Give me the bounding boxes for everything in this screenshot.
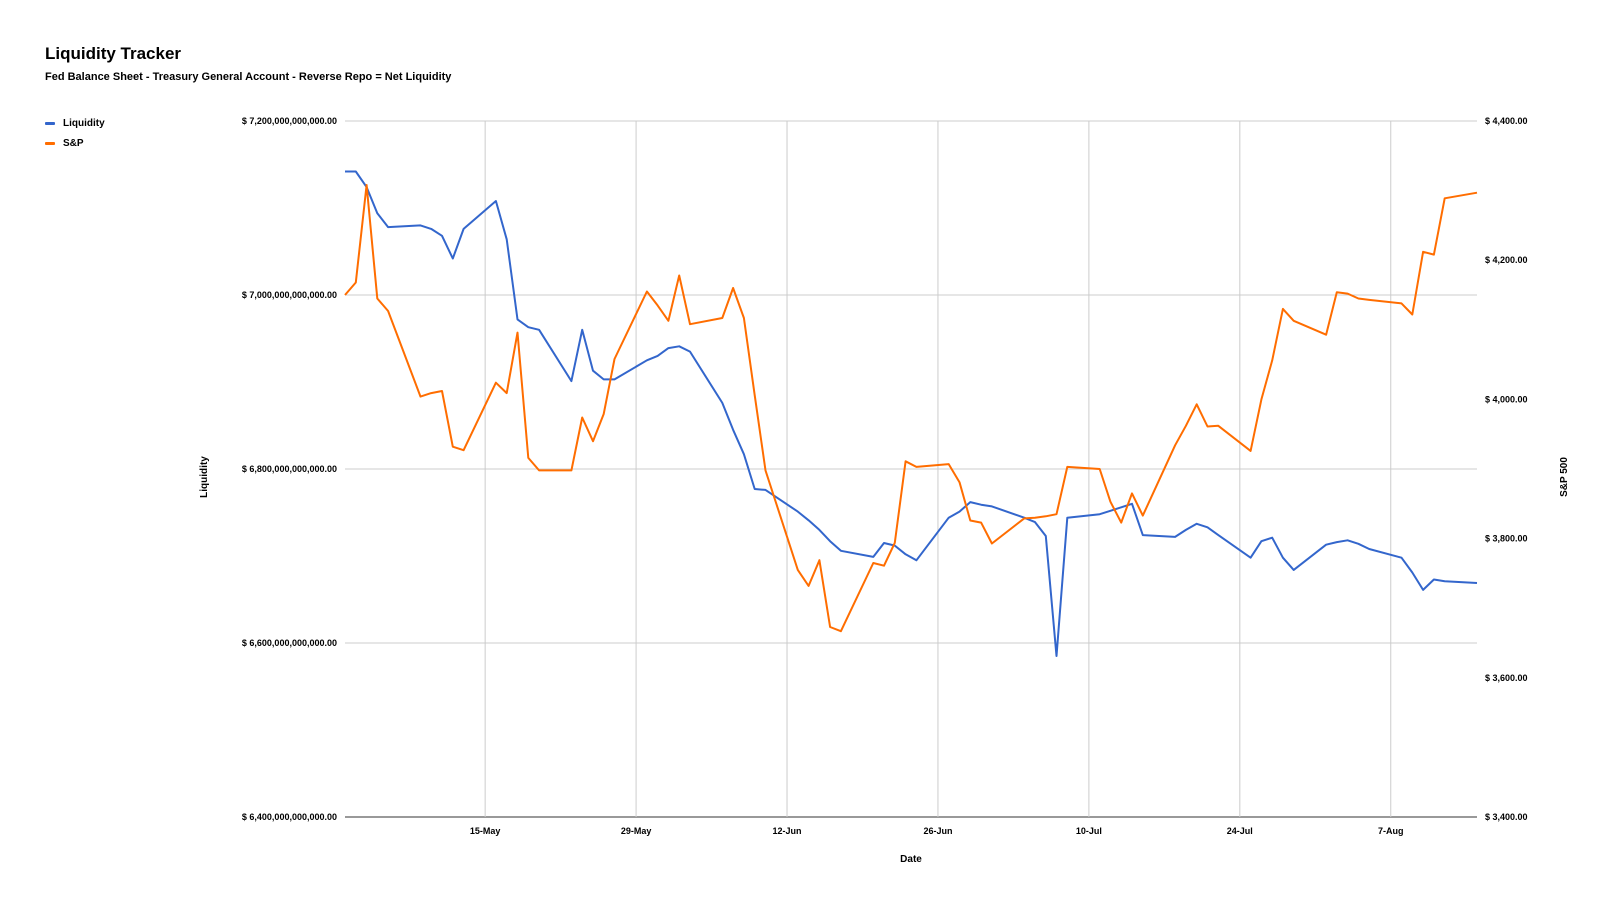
chart-subtitle: Fed Balance Sheet - Treasury General Acc…: [45, 71, 452, 83]
right-axis-label: S&P 500: [1559, 457, 1570, 497]
series-line-liquidity: [345, 170, 1478, 657]
gridlines: [345, 120, 1477, 818]
left-tick-label: $ 6,800,000,000,000.00: [242, 464, 337, 474]
legend-label-sp: S&P: [63, 137, 84, 149]
series-lines: [344, 170, 1478, 657]
x-axis-ticks: 15-May 29-May 12-Jun 26-Jun 10-Jul 24-Jul 7-Au…: [470, 826, 1404, 836]
right-tick-label: $ 4,200.00: [1485, 255, 1528, 265]
x-tick-label: 24-Jul: [1227, 826, 1253, 836]
x-tick-label: 29-May: [621, 826, 652, 836]
right-tick-label: $ 4,400.00: [1485, 116, 1528, 126]
legend-label-liquidity: Liquidity: [63, 117, 105, 129]
legend-item-sp[interactable]: S&P: [45, 133, 105, 153]
right-tick-label: $ 4,000.00: [1485, 394, 1528, 404]
x-tick-label: 26-Jun: [923, 826, 952, 836]
x-tick-label: 12-Jun: [773, 826, 802, 836]
legend-swatch-sp: [45, 141, 55, 145]
left-tick-label: $ 7,000,000,000,000.00: [242, 290, 337, 300]
x-tick-label: 10-Jul: [1076, 826, 1102, 836]
legend-swatch-liquidity: [45, 121, 55, 125]
left-tick-label: $ 6,400,000,000,000.00: [242, 812, 337, 822]
right-tick-label: $ 3,800.00: [1485, 534, 1528, 544]
chart-title: Liquidity Tracker: [45, 44, 182, 63]
x-axis-label: Date: [900, 854, 922, 865]
legend: Liquidity S&P: [45, 113, 105, 153]
left-tick-label: $ 7,200,000,000,000.00: [242, 116, 337, 126]
left-tick-label: $ 6,600,000,000,000.00: [242, 638, 337, 648]
right-axis-ticks: $ 3,400.00 $ 3,600.00 $ 3,800.00 $ 4,000.00…: [1485, 116, 1528, 822]
legend-item-liquidity[interactable]: Liquidity: [45, 113, 105, 133]
x-tick-label: 15-May: [470, 826, 501, 836]
x-tick-label: 7-Aug: [1378, 826, 1404, 836]
left-axis-label: Liquidity: [199, 456, 210, 498]
series-line-sp: [344, 184, 1478, 633]
left-axis-ticks: $ 6,400,000,000,000.00 $ 6,600,000,000,00…: [242, 116, 337, 822]
right-tick-label: $ 3,400.00: [1485, 812, 1528, 822]
right-tick-label: $ 3,600.00: [1485, 673, 1528, 683]
